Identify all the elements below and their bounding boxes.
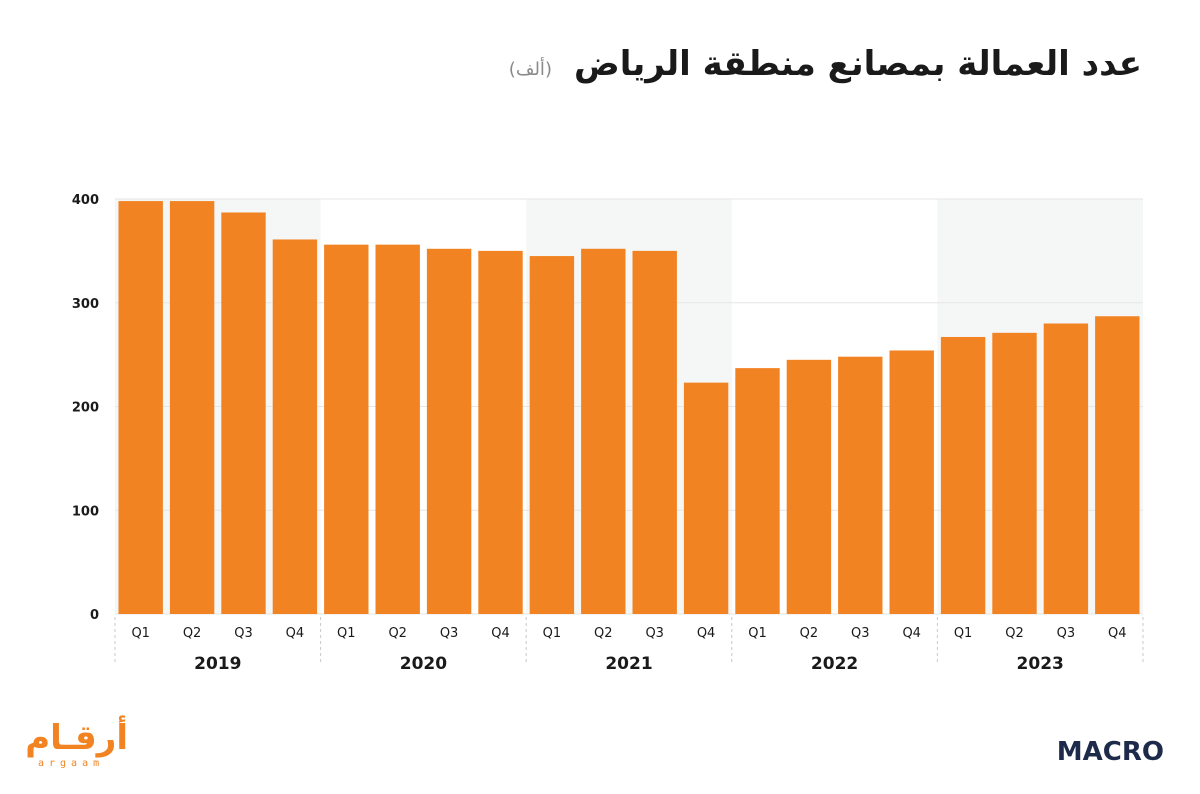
x-tick-label: Q3 (234, 626, 253, 641)
year-label: 2023 (1017, 654, 1064, 674)
x-tick-label: Q3 (645, 626, 664, 641)
year-label: 2019 (194, 654, 241, 674)
bar (889, 350, 934, 614)
unit-label: (ألف) (508, 59, 552, 80)
bar (683, 382, 729, 614)
x-tick-label: Q3 (851, 626, 870, 641)
bar (221, 212, 266, 615)
x-tick-label: Q2 (183, 626, 202, 641)
x-tick-label: Q4 (1108, 626, 1127, 641)
year-label: 2021 (605, 654, 652, 674)
bar (118, 201, 163, 614)
x-tick-label: Q1 (954, 626, 973, 641)
bar (786, 359, 832, 614)
bar (992, 332, 1037, 614)
y-tick-label: 400 (72, 193, 99, 208)
bar (838, 356, 883, 614)
bar (1043, 323, 1089, 614)
macro-logo-text: MACRO (1056, 737, 1164, 767)
argaam-logo: أرقـام argaam (24, 718, 134, 770)
y-tick-label: 0 (90, 608, 99, 623)
y-tick-label: 300 (72, 297, 99, 312)
bar (581, 248, 626, 615)
bar (272, 239, 318, 614)
x-tick-label: Q1 (131, 626, 150, 641)
bar (169, 201, 215, 614)
x-tick-label: Q3 (1057, 626, 1076, 641)
x-tick-label: Q2 (388, 626, 407, 641)
x-tick-label: Q1 (337, 626, 356, 641)
x-tick-label: Q4 (286, 626, 305, 641)
macro-logo: MACRO (1057, 737, 1164, 767)
argaam-logo-text: أرقـام (25, 718, 128, 758)
title-row: عدد العمالة بمصانع منطقة الرياض (ألف) (509, 44, 1142, 84)
x-tick-label: Q2 (594, 626, 613, 641)
x-tick-label: Q3 (440, 626, 459, 641)
bar (529, 256, 575, 614)
argaam-logo-subtext: argaam (38, 758, 105, 769)
bar (940, 336, 986, 614)
y-tick-label: 200 (72, 401, 99, 416)
bar (426, 248, 472, 615)
x-tick-label: Q2 (1005, 626, 1024, 641)
year-label: 2020 (400, 654, 447, 674)
x-tick-label: Q4 (697, 626, 716, 641)
chart-title: عدد العمالة بمصانع منطقة الرياض (573, 44, 1142, 84)
x-tick-label: Q2 (800, 626, 819, 641)
y-tick-label: 100 (72, 504, 99, 519)
x-tick-label: Q1 (543, 626, 562, 641)
x-tick-label: Q4 (491, 626, 510, 641)
bar (324, 244, 369, 614)
bar (478, 250, 523, 614)
year-label: 2022 (811, 654, 858, 674)
bar (375, 244, 420, 614)
bar (632, 250, 677, 614)
x-tick-label: Q1 (748, 626, 767, 641)
bar (1095, 316, 1140, 614)
bar (735, 368, 780, 614)
x-tick-label: Q4 (902, 626, 921, 641)
